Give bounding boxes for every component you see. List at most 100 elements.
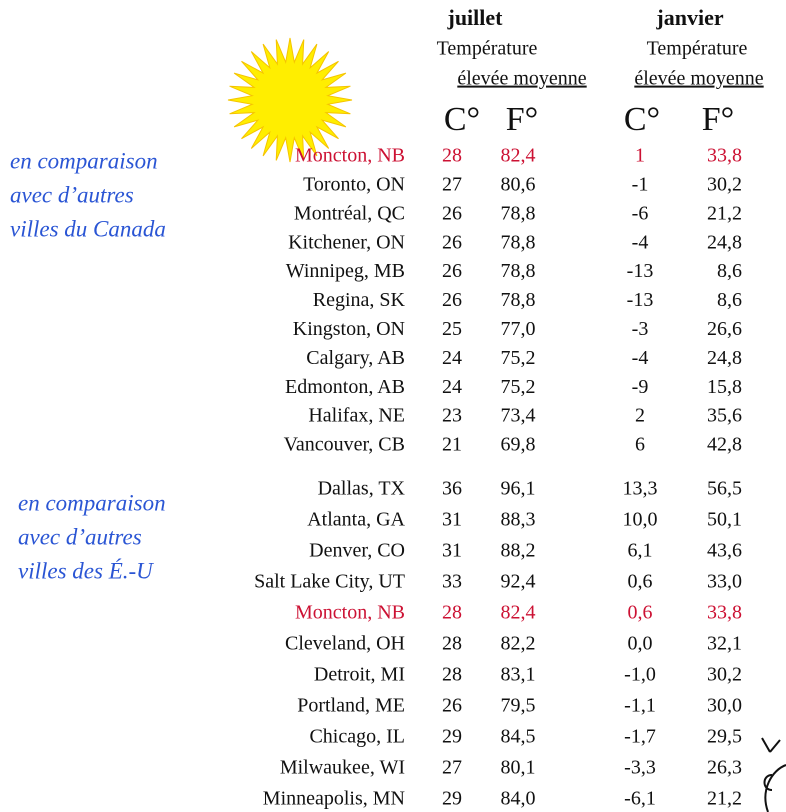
city-name: Detroit, MI bbox=[314, 664, 405, 686]
temperature-cell: 1 bbox=[635, 145, 645, 167]
temperature-cell: 29 bbox=[442, 788, 462, 810]
temperature-cell: 78,8 bbox=[501, 260, 536, 282]
temperature-cell: 75,2 bbox=[501, 347, 536, 369]
city-name: Regina, SK bbox=[313, 289, 406, 311]
temperature-cell: -1,1 bbox=[624, 695, 656, 717]
unit-heading: C° bbox=[444, 101, 480, 138]
temperature-cell: 29 bbox=[442, 726, 462, 748]
city-name: Edmonton, AB bbox=[285, 376, 405, 398]
city-name: Portland, ME bbox=[297, 695, 405, 717]
temperature-cell: 92,4 bbox=[501, 571, 536, 593]
unit-heading: F° bbox=[702, 101, 735, 138]
temperature-cell: 25 bbox=[442, 318, 462, 340]
month-heading: juillet bbox=[447, 5, 504, 30]
city-name: Moncton, NB bbox=[295, 145, 405, 167]
temperature-cell: 31 bbox=[442, 540, 462, 562]
temperature-cell: 8,6 bbox=[717, 289, 742, 311]
temperature-cell: -13 bbox=[627, 289, 654, 311]
temperature-cell: 26 bbox=[442, 260, 462, 282]
column-subheading: Température bbox=[437, 38, 538, 60]
temperature-cell: 2 bbox=[635, 405, 645, 427]
temperature-cell: 29,5 bbox=[707, 726, 742, 748]
side-note: villes du Canada bbox=[10, 216, 166, 241]
temperature-cell: 28 bbox=[442, 664, 462, 686]
temperature-cell: 6,1 bbox=[628, 540, 653, 562]
temperature-cell: 77,0 bbox=[501, 318, 536, 340]
temperature-cell: 33,8 bbox=[707, 602, 742, 624]
temperature-cell: 26 bbox=[442, 695, 462, 717]
side-note: villes des É.-U bbox=[18, 558, 154, 583]
temperature-cell: 30,2 bbox=[707, 664, 742, 686]
temperature-cell: 28 bbox=[442, 145, 462, 167]
city-name: Toronto, ON bbox=[303, 173, 405, 195]
temperature-cell: -1 bbox=[632, 173, 649, 195]
city-name: Kitchener, ON bbox=[288, 231, 405, 253]
temperature-cell: 83,1 bbox=[501, 664, 536, 686]
temperature-cell: 23 bbox=[442, 405, 462, 427]
temperature-cell: -4 bbox=[632, 347, 649, 369]
temperature-cell: 43,6 bbox=[707, 540, 742, 562]
side-note: avec d’autres bbox=[18, 524, 142, 549]
city-name: Denver, CO bbox=[309, 540, 405, 562]
temperature-cell: -1,7 bbox=[624, 726, 656, 748]
temperature-cell: 8,6 bbox=[717, 260, 742, 282]
temperature-cell: -6,1 bbox=[624, 788, 656, 810]
temperature-cell: 0,0 bbox=[628, 633, 653, 655]
city-name: Chicago, IL bbox=[309, 726, 405, 748]
city-name: Montréal, QC bbox=[294, 202, 405, 224]
temperature-cell: 30,0 bbox=[707, 695, 742, 717]
side-note: en comparaison bbox=[10, 148, 158, 173]
temperature-cell: 31 bbox=[442, 509, 462, 531]
temperature-cell: 36 bbox=[442, 478, 462, 500]
city-name: Salt Lake City, UT bbox=[254, 571, 405, 593]
temperature-cell: 78,8 bbox=[501, 289, 536, 311]
temperature-cell: 88,3 bbox=[501, 509, 536, 531]
city-name: Atlanta, GA bbox=[307, 509, 405, 531]
temperature-cell: 10,0 bbox=[623, 509, 658, 531]
city-name: Vancouver, CB bbox=[284, 434, 405, 456]
temperature-cell: 32,1 bbox=[707, 633, 742, 655]
temperature-cell: 88,2 bbox=[501, 540, 536, 562]
temperature-cell: 28 bbox=[442, 633, 462, 655]
temperature-cell: -9 bbox=[632, 376, 649, 398]
temperature-cell: 13,3 bbox=[623, 478, 658, 500]
city-name: Winnipeg, MB bbox=[286, 260, 405, 282]
temperature-cell: 27 bbox=[442, 757, 462, 779]
sun-icon bbox=[227, 37, 353, 163]
city-name: Calgary, AB bbox=[306, 347, 405, 369]
temperature-cell: 80,6 bbox=[501, 173, 536, 195]
temperature-cell: 80,1 bbox=[501, 757, 536, 779]
temperature-cell: 82,2 bbox=[501, 633, 536, 655]
column-subheading: élevée moyenne bbox=[457, 68, 586, 90]
temperature-cell: 56,5 bbox=[707, 478, 742, 500]
temperature-cell: -1,0 bbox=[624, 664, 656, 686]
temperature-cell: 84,0 bbox=[501, 788, 536, 810]
temperature-cell: 82,4 bbox=[501, 602, 536, 624]
city-name: Cleveland, OH bbox=[285, 633, 405, 655]
temperature-cell: 24,8 bbox=[707, 347, 742, 369]
month-heading: janvier bbox=[655, 5, 723, 30]
side-note: en comparaison bbox=[18, 490, 166, 515]
temperature-cell: 0,6 bbox=[628, 602, 653, 624]
temperature-cell: 26 bbox=[442, 202, 462, 224]
column-subheading: élevée moyenne bbox=[634, 68, 763, 90]
temperature-cell: 50,1 bbox=[707, 509, 742, 531]
temperature-cell: -13 bbox=[627, 260, 654, 282]
temperature-cell: 21 bbox=[442, 434, 462, 456]
temperature-cell: 28 bbox=[442, 602, 462, 624]
temperature-cell: 26,3 bbox=[707, 757, 742, 779]
temperature-cell: 73,4 bbox=[501, 405, 536, 427]
city-name: Minneapolis, MN bbox=[263, 788, 405, 810]
temperature-cell: 78,8 bbox=[501, 231, 536, 253]
temperature-cell: 27 bbox=[442, 173, 462, 195]
temperature-cell: 6 bbox=[635, 434, 645, 456]
temperature-cell: 26 bbox=[442, 289, 462, 311]
doodle bbox=[761, 737, 786, 812]
temperature-cell: 24 bbox=[442, 376, 462, 398]
temperature-cell: -6 bbox=[632, 202, 649, 224]
temperature-cell: 33,0 bbox=[707, 571, 742, 593]
temperature-cell: 79,5 bbox=[501, 695, 536, 717]
temperature-cell: 35,6 bbox=[707, 405, 742, 427]
temperature-cell: 75,2 bbox=[501, 376, 536, 398]
